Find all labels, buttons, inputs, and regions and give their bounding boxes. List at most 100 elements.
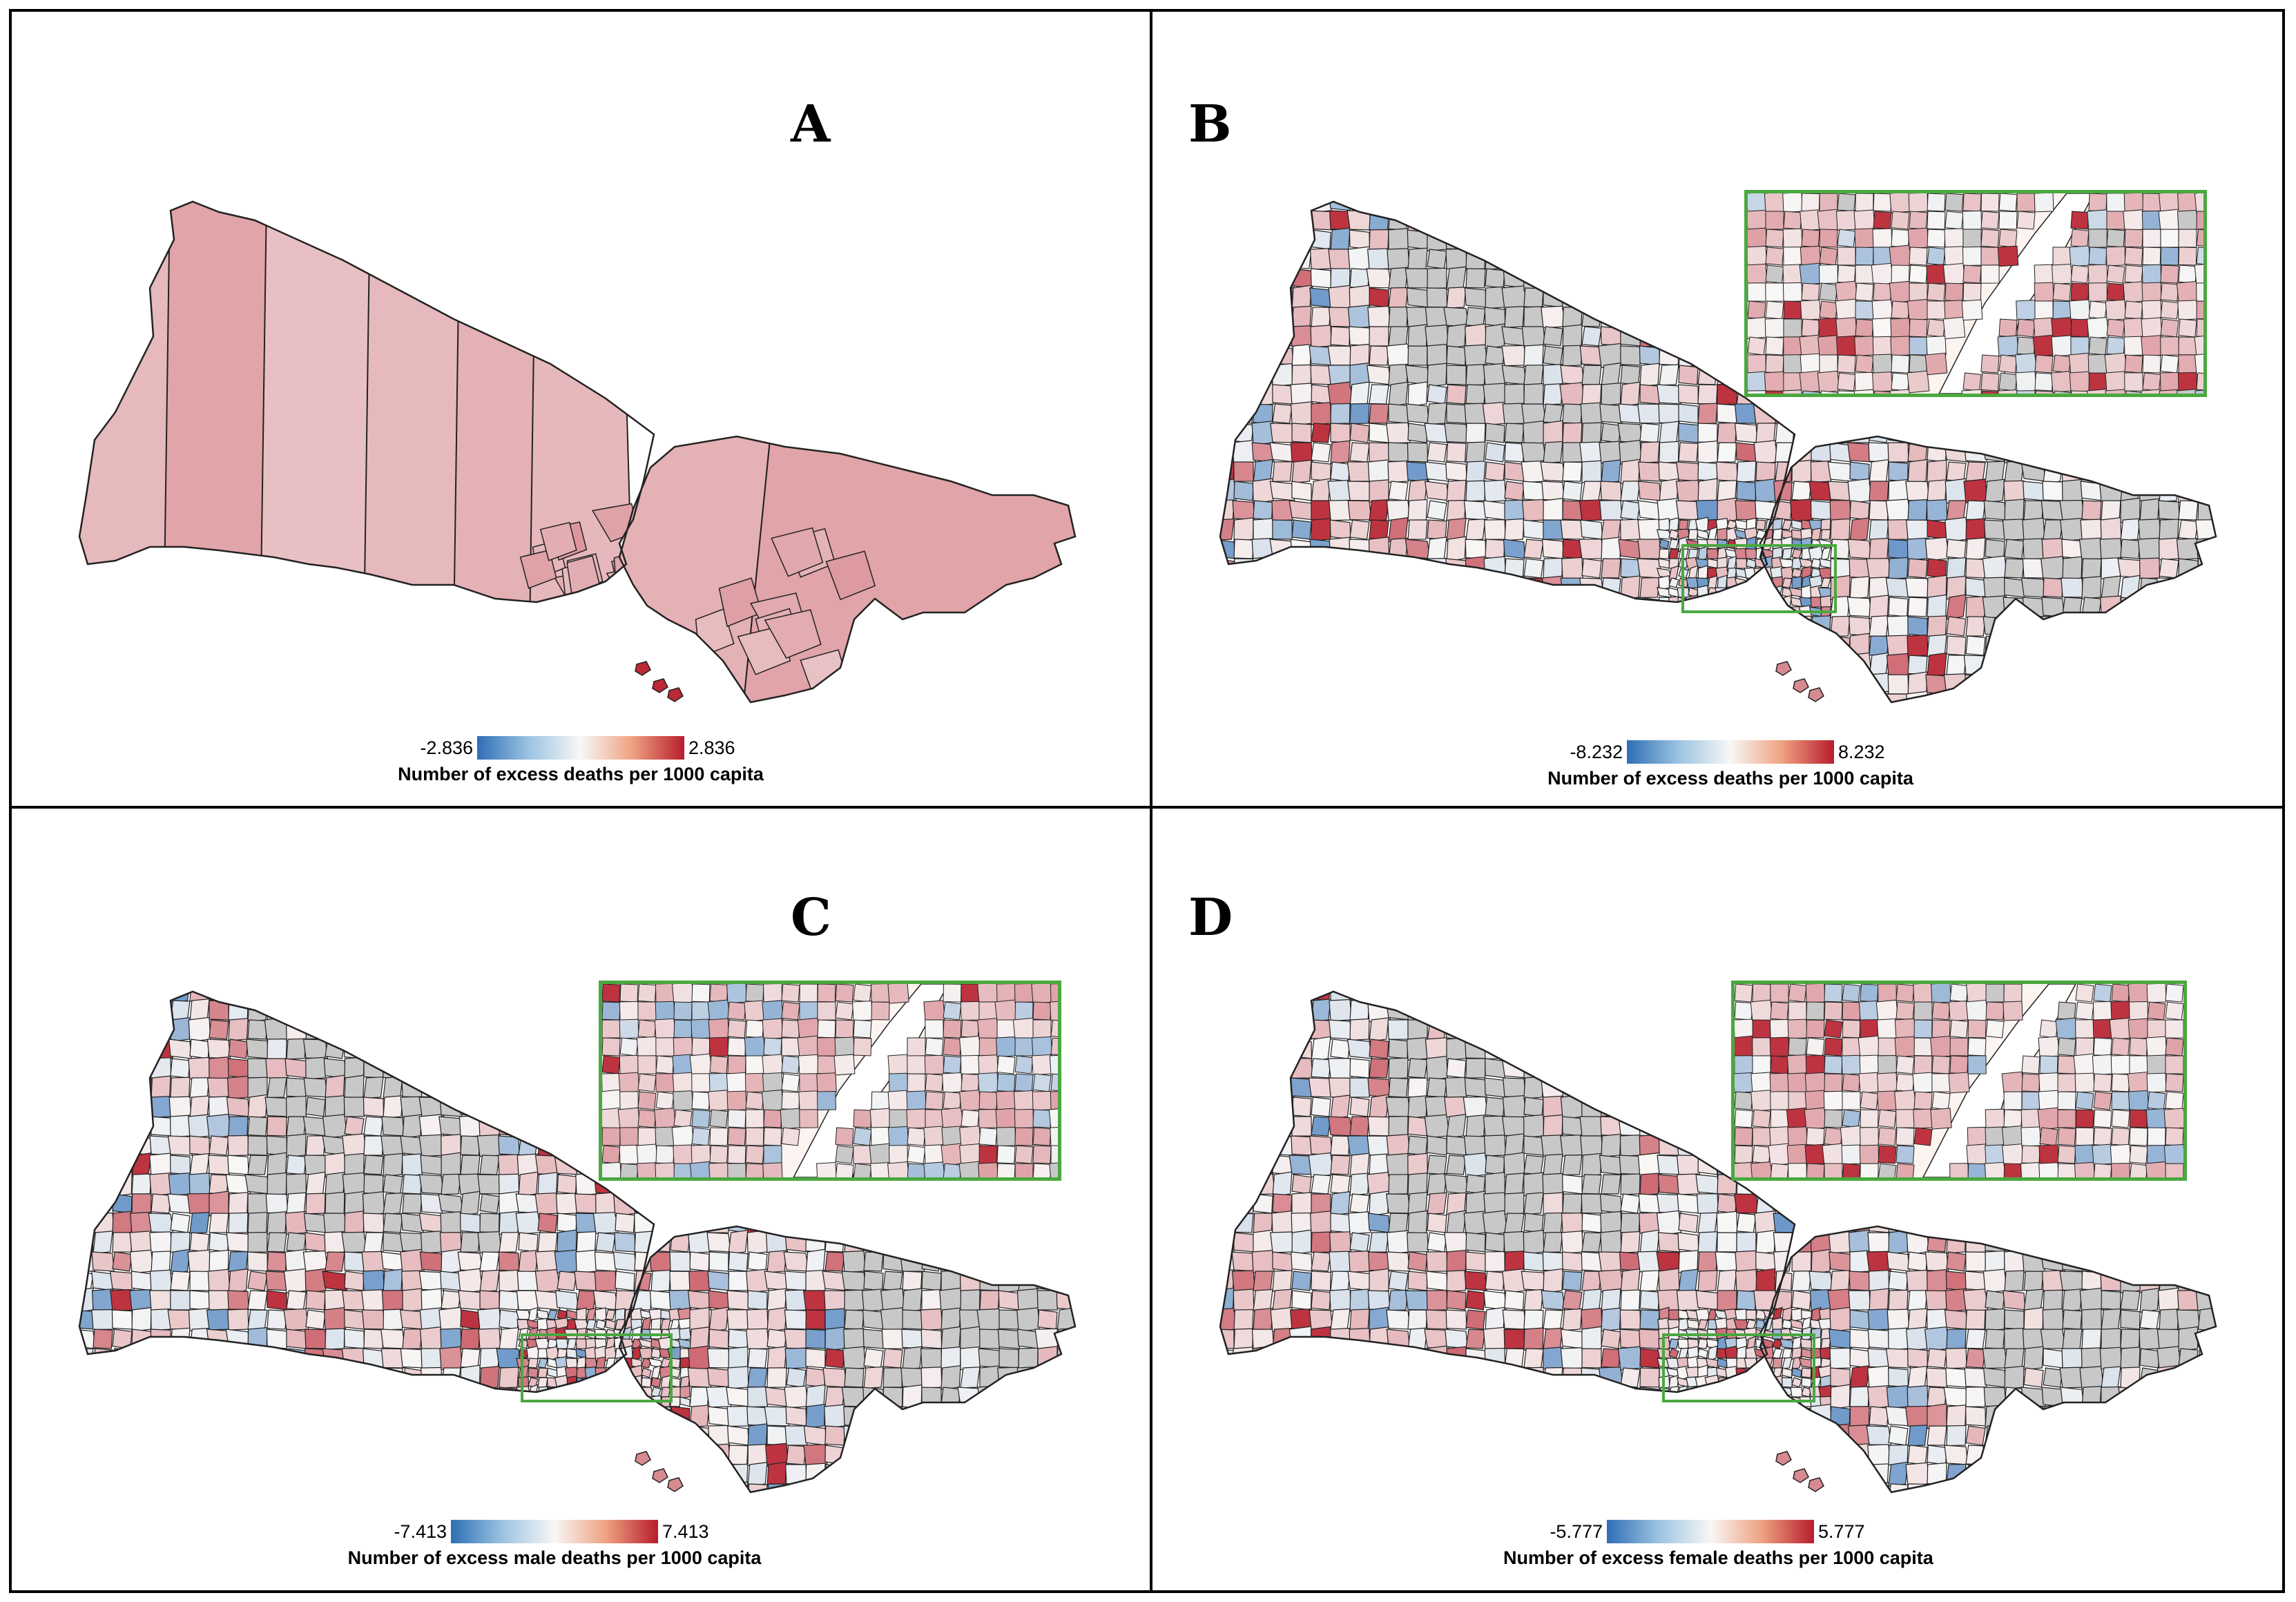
inset-district [602,1127,621,1146]
district-region [1447,653,1466,677]
color-scale-bar [451,1520,658,1543]
inset-district [1032,1001,1052,1021]
district-region [2022,481,2045,501]
district-region [227,1058,249,1079]
inset-district [1889,389,1910,394]
district-region [2197,478,2216,504]
district-region [305,1135,326,1156]
district-region [1057,1443,1075,1467]
district-region [1077,1155,1096,1175]
district-region [1220,1210,1235,1236]
district-region [1582,617,1601,636]
inset-district [689,1053,713,1077]
district-region [1678,1039,1699,1059]
district-region [188,1056,211,1080]
district-region [1782,519,1793,530]
district-region [109,1076,135,1099]
district-region [2002,674,2027,695]
district-region [1289,1346,1314,1371]
inset-district [709,984,729,1003]
inset-district [2178,336,2197,356]
inset-district [602,1145,621,1164]
inset-district [2087,354,2108,374]
district-region [1386,499,1411,521]
district-region [882,1367,903,1388]
district-region [1465,1290,1486,1311]
district-region [1543,1347,1563,1370]
district-region [1369,558,1389,579]
inset-district [1050,1073,1058,1092]
district-region [267,1290,287,1311]
district-region [92,1173,114,1195]
inset-district [1871,299,1893,321]
inset-district [2141,389,2161,394]
inset-district [835,1019,854,1039]
district-region [2120,461,2141,482]
inset-district [799,1073,818,1092]
district-region [2023,654,2044,676]
district-region [2061,442,2084,463]
district-region [1464,1039,1487,1059]
district-region [1906,519,1929,540]
district-region [383,1462,403,1486]
district-region [1809,653,1833,677]
district-region [1561,1116,1583,1137]
district-region [226,1097,251,1117]
district-region [1445,1329,1468,1349]
district-region [2119,633,2142,658]
district-region [1543,655,1563,675]
district-region [1369,635,1389,655]
inset-district [691,984,711,1003]
district-region [1425,1465,1448,1484]
district-region [614,1405,637,1429]
district-region [939,1226,963,1236]
inset-district [744,1072,765,1093]
district-region [206,1406,231,1427]
district-region [1715,229,1739,250]
district-region [1659,539,1670,550]
inset-district [1819,229,1838,248]
district-region [1639,655,1661,675]
inset-district [673,1036,693,1057]
inset-district [1961,299,1983,321]
district-region [1309,1210,1333,1235]
district-region [2023,500,2044,521]
district-region [612,1251,637,1272]
district-region [1388,1077,1409,1098]
inset-district [2071,390,2090,394]
district-region [1465,202,1486,211]
district-region [1253,1484,1273,1503]
district-region [902,1425,923,1446]
district-region [1580,402,1603,425]
district-region [689,1387,710,1407]
district-region [1233,1328,1254,1350]
district-region [305,1290,326,1311]
district-region [1946,539,1967,559]
district-region [2062,615,2083,638]
inset-district [1748,227,1768,249]
inset-district [2124,372,2143,392]
district-region [1524,675,1543,694]
district-region [1885,499,1911,522]
district-region [1406,307,1429,327]
inset-district [799,1109,818,1128]
district-region [1427,249,1447,269]
inset-district [1800,299,1822,321]
district-region [419,1326,444,1352]
district-region [267,1426,287,1445]
inset-district [1927,247,1946,266]
district-region [728,1445,749,1465]
district-region [1311,1097,1331,1117]
district-region [1427,1155,1447,1175]
district-region [1524,655,1544,675]
inset-district [2124,354,2143,374]
district-region [1775,615,1795,638]
district-region [708,1464,729,1485]
district-region [1560,1094,1585,1119]
district-region [304,1329,327,1349]
district-region [1464,694,1487,713]
district-region [999,1226,1019,1233]
district-region [1717,442,1737,463]
district-region [1621,617,1640,636]
district-region [1310,268,1332,289]
